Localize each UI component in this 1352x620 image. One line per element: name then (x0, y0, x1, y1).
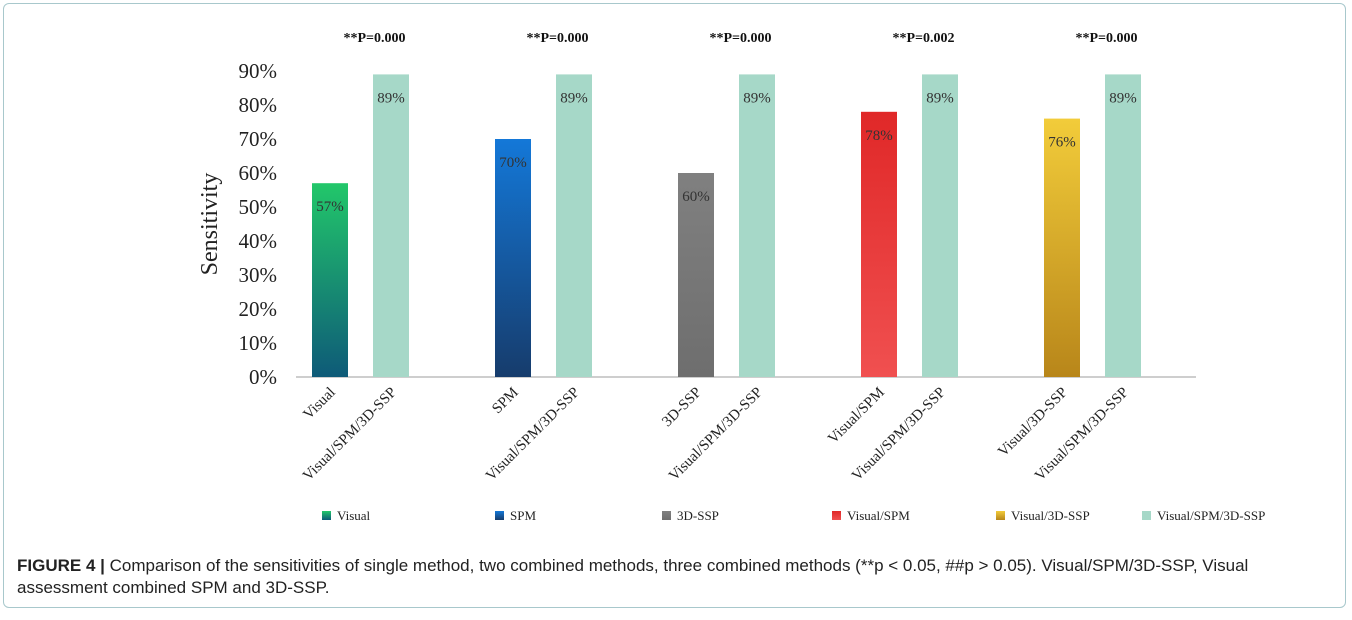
bar (556, 74, 592, 378)
legend-swatch (322, 511, 331, 520)
x-tick-label: 3D-SSP (659, 385, 705, 431)
legend-swatch (495, 511, 504, 520)
legend-label: SPM (510, 508, 536, 523)
figure-frame (3, 3, 1346, 608)
y-axis-label: Sensitivity (197, 173, 223, 276)
data-label: 89% (377, 90, 405, 106)
caption-label: FIGURE 4 | (17, 556, 105, 575)
caption-text: Comparison of the sensitivities of singl… (17, 556, 1249, 597)
p-value-label: **P=0.000 (526, 31, 588, 46)
data-label: 70% (499, 155, 527, 171)
data-label: 89% (926, 90, 954, 106)
data-label: 89% (560, 90, 588, 106)
y-tick-label: 0% (249, 365, 277, 389)
y-tick-label: 10% (239, 331, 278, 355)
x-tick-label: Visual/SPM (825, 385, 888, 448)
data-label: 57% (316, 199, 344, 215)
legend-label: Visual (337, 508, 371, 523)
bar (739, 74, 775, 378)
legend-label: 3D-SSP (677, 508, 719, 523)
bar (922, 74, 958, 378)
bar (861, 111, 897, 378)
legend-label: Visual/3D-SSP (1011, 508, 1090, 523)
y-tick-label: 80% (239, 93, 278, 117)
legend-label: Visual/SPM (847, 508, 910, 523)
data-label: 60% (682, 189, 710, 205)
p-value-label: **P=0.000 (709, 31, 771, 46)
data-label: 76% (1048, 135, 1076, 151)
y-tick-label: 20% (239, 297, 278, 321)
y-tick-label: 30% (239, 263, 278, 287)
legend-swatch (996, 511, 1005, 520)
p-value-label: **P=0.000 (343, 31, 405, 46)
bar (678, 173, 714, 377)
bar-chart: 0% 10% 20% 30% 40% 50% 60% 70% 80% 90% Sensitivity… (197, 31, 1265, 523)
legend: Visual SPM 3D-SSP Visual/SPM Visual/3D-SSP Vi… (322, 508, 1265, 523)
y-tick-label: 40% (239, 229, 278, 253)
y-tick-label: 60% (239, 161, 278, 185)
bar (1044, 118, 1080, 377)
y-axis: 0% 10% 20% 30% 40% 50% 60% 70% 80% 90% Sensitivity (197, 59, 1196, 389)
y-tick-label: 70% (239, 127, 278, 151)
data-label: 89% (743, 90, 771, 106)
bar (1105, 74, 1141, 378)
legend-swatch (662, 511, 671, 520)
legend-label: Visual/SPM/3D-SSP (1157, 508, 1265, 523)
legend-swatch (1142, 511, 1151, 520)
bars: **P=0.00057%Visual89%Visual/SPM/3D-SSP**… (300, 31, 1141, 484)
p-value-label: **P=0.002 (892, 31, 954, 46)
p-value-label: **P=0.000 (1075, 31, 1137, 46)
x-tick-label: SPM (489, 385, 522, 418)
bar (495, 139, 531, 377)
bar (312, 183, 348, 377)
data-label: 78% (865, 128, 893, 144)
bar (373, 74, 409, 378)
x-tick-label: Visual (300, 385, 338, 423)
data-label: 89% (1109, 90, 1137, 106)
figure-caption: FIGURE 4 | Comparison of the sensitiviti… (17, 555, 1327, 599)
y-tick-label: 90% (239, 59, 278, 83)
y-tick-label: 50% (239, 195, 278, 219)
legend-swatch (832, 511, 841, 520)
